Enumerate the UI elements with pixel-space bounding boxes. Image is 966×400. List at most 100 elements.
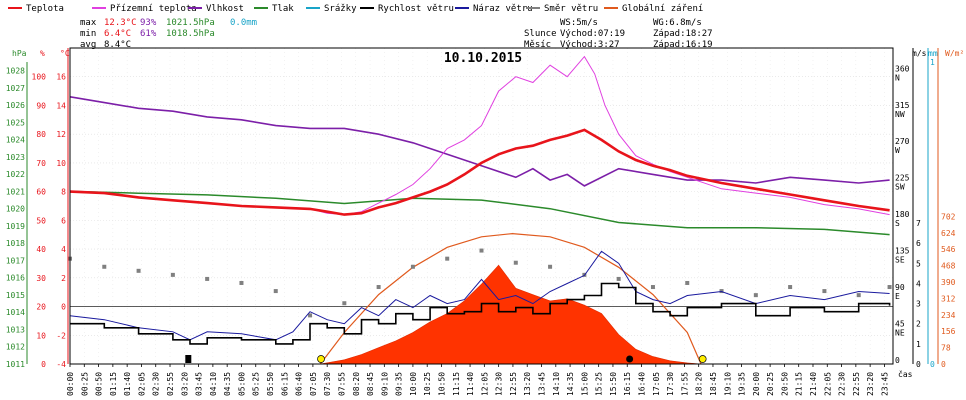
astro-info: Západ:18:27 <box>653 29 713 39</box>
radiation-tick-label: 390 <box>941 278 956 287</box>
pressure-tick-label: 1020 <box>6 205 25 214</box>
x-tick-label: 09:10 <box>380 372 389 396</box>
x-tick-label: 14:10 <box>552 372 561 396</box>
legend: Teplota Přízemní teplota Vlhkost Tlak Srážky… <box>8 4 703 14</box>
axis-unit-label: m/s <box>912 49 927 58</box>
radiation-tick-label: 702 <box>941 212 956 221</box>
radiation-tick-label: 234 <box>941 311 956 320</box>
temperature-tick-label: 16 <box>56 73 66 82</box>
legend-label: Přízemní teplota <box>110 4 197 14</box>
stats-value: min <box>80 29 96 39</box>
axis-unit-label: mm <box>928 49 938 58</box>
astro-info: Měsíc <box>524 40 551 50</box>
humidity-tick-label: 60 <box>36 188 46 197</box>
humidity-tick-label: 50 <box>36 216 46 225</box>
pressure-tick-label: 1022 <box>6 170 25 179</box>
axis-unit-label: W/m² <box>945 49 964 58</box>
x-tick-label: 01:40 <box>123 372 132 396</box>
wind-direction-point <box>650 285 655 290</box>
x-tick-label: 21:40 <box>809 372 818 396</box>
x-tick-label: 17:30 <box>666 372 675 396</box>
sun-marker <box>698 355 707 363</box>
direction-tick-label: 360 <box>895 64 910 73</box>
astro-info: WS:5m/s <box>560 18 598 28</box>
x-tick-label: 12:55 <box>509 372 518 396</box>
x-tick-label: 02:30 <box>152 372 161 396</box>
radiation-tick-label: 624 <box>941 229 956 238</box>
axis-unit-label: °C <box>60 49 70 58</box>
stats-value: 8.4°C <box>104 40 131 50</box>
wind-tick-label: 0 <box>916 360 921 369</box>
x-tick-label: 10:50 <box>437 372 446 396</box>
pressure-tick-label: 1017 <box>6 256 25 265</box>
x-tick-label: 15:25 <box>595 372 604 396</box>
direction-tick-label: 0 <box>895 356 900 365</box>
humidity-tick-label: 100 <box>32 73 47 82</box>
pressure-tick-label: 1028 <box>6 67 25 76</box>
x-tick-label: 07:55 <box>337 372 346 396</box>
wind-tick-label: 7 <box>916 219 921 228</box>
sun-marker <box>317 355 325 363</box>
stats-value: 1021.5hPa <box>166 18 215 28</box>
wind-tick-label: 2 <box>916 320 921 329</box>
plot-area <box>68 55 892 365</box>
legend-label: Směr větru <box>544 4 598 14</box>
direction-tick-label: NW <box>895 110 905 119</box>
stats-value: max <box>80 18 97 28</box>
legend-label: Náraz větru <box>473 4 533 14</box>
series-humidity <box>69 96 890 187</box>
pressure-tick-label: 1014 <box>6 308 25 317</box>
x-tick-label: 01:15 <box>109 372 118 396</box>
temperature-tick-label: 12 <box>56 130 66 139</box>
direction-tick-label: N <box>895 73 900 82</box>
x-tick-label: 06:15 <box>280 372 289 396</box>
x-tick-label: 03:20 <box>180 372 189 396</box>
wind-direction-point <box>273 289 278 294</box>
x-tick-label: 02:55 <box>166 372 175 396</box>
x-tick-label: 16:40 <box>638 372 647 396</box>
direction-tick-label: 45 <box>895 320 905 329</box>
x-tick-label: 19:10 <box>723 372 732 396</box>
pressure-tick-label: 1021 <box>6 187 25 196</box>
wind-direction-point <box>685 280 690 285</box>
x-tick-label: 06:40 <box>295 372 304 396</box>
x-tick-label: 05:50 <box>266 372 275 396</box>
temperature-tick-label: -4 <box>56 360 66 369</box>
wind-tick-label: 4 <box>916 279 921 288</box>
wind-direction-point <box>445 256 450 261</box>
wind-direction-point <box>753 293 758 298</box>
axes: hPa% °C m/s mm W/m²1011101210131014101510161… <box>6 47 964 396</box>
series-temperature <box>69 128 890 216</box>
rain-tick-label: 1 <box>930 58 935 67</box>
wind-direction-point <box>616 276 621 281</box>
wind-direction-point <box>342 301 347 306</box>
wind-direction-point <box>308 313 313 318</box>
x-tick-label: 22:55 <box>852 372 861 396</box>
pressure-tick-label: 1019 <box>6 222 25 231</box>
direction-tick-label: S <box>895 219 900 228</box>
temperature-tick-label: 2 <box>61 274 66 283</box>
direction-tick-label: 315 <box>895 101 910 110</box>
wind-direction-point <box>479 248 484 253</box>
humidity-tick-label: 90 <box>36 101 46 110</box>
wind-tick-label: 6 <box>916 239 921 248</box>
x-tick-label: 09:35 <box>395 372 404 396</box>
astro-info: Východ:3:27 <box>560 40 620 50</box>
legend-label: Tlak <box>272 4 294 14</box>
stats-value: 61% <box>140 29 157 39</box>
x-tick-label: 15:50 <box>609 372 618 396</box>
temperature-tick-label: 8 <box>61 188 66 197</box>
x-tick-label: 10:00 <box>409 372 418 396</box>
moon-marker <box>185 355 192 363</box>
temperature-tick-label: 4 <box>61 245 66 254</box>
direction-tick-label: 180 <box>895 210 910 219</box>
x-tick-label: 20:00 <box>752 372 761 396</box>
pressure-tick-label: 1025 <box>6 118 25 127</box>
direction-tick-label: W <box>895 146 900 155</box>
series-wind-gust <box>69 250 890 341</box>
radiation-tick-label: 312 <box>941 294 956 303</box>
temperature-tick-label: 14 <box>56 101 66 110</box>
pressure-tick-label: 1013 <box>6 325 25 334</box>
x-tick-label: 00:50 <box>95 372 104 396</box>
